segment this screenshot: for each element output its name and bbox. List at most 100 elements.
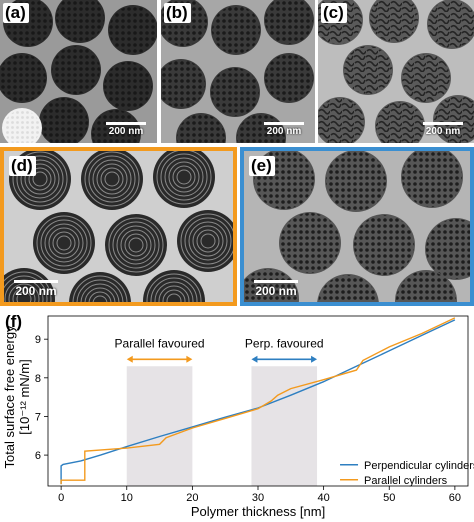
shaded-regions bbox=[126, 366, 318, 486]
micelle-ring bbox=[24, 163, 56, 195]
shaded-region bbox=[251, 366, 318, 486]
micelle-ring bbox=[180, 213, 233, 269]
micelle-disc bbox=[33, 212, 95, 274]
tem-image-c bbox=[318, 0, 474, 143]
micelle-ring bbox=[28, 167, 52, 191]
scale-bar: 200 nm bbox=[259, 122, 309, 137]
x-tick-label: 0 bbox=[58, 492, 64, 504]
micelle-disc bbox=[81, 151, 143, 210]
micelle-texture bbox=[92, 110, 140, 143]
y-tick-label: 8 bbox=[35, 373, 41, 385]
micelle-texture bbox=[265, 54, 313, 102]
micelle-texture bbox=[402, 54, 450, 102]
y-axis-label-line2: [10⁻¹² mN/m] bbox=[17, 359, 32, 434]
micelle-ring bbox=[158, 285, 190, 302]
tem-panel-a: (a) 200 nm bbox=[0, 0, 157, 143]
micelle-texture bbox=[40, 98, 88, 143]
micelle-ring bbox=[172, 165, 196, 189]
panel-label: (d) bbox=[9, 156, 36, 176]
x-tick-label: 60 bbox=[449, 492, 461, 504]
micelle-disc bbox=[69, 272, 131, 302]
micelle-ring bbox=[8, 283, 40, 302]
micelle-texture bbox=[104, 62, 152, 110]
micelle-texture bbox=[376, 102, 424, 143]
micelle-texture bbox=[354, 215, 414, 275]
legend: Perpendicular cylinders Parallel cylinder… bbox=[340, 460, 474, 487]
x-tick-label: 50 bbox=[383, 492, 395, 504]
micelle-ring bbox=[56, 235, 72, 251]
micelle-ring bbox=[124, 233, 148, 257]
micelle-ring bbox=[88, 155, 136, 203]
axis-ticks: 0 10 20 30 40 50 60 6 7 8 9 bbox=[35, 334, 461, 504]
micelle-texture bbox=[109, 6, 157, 54]
panel-label: (a) bbox=[3, 3, 29, 23]
arrow-head-left bbox=[251, 355, 258, 363]
micelle-ring bbox=[184, 217, 232, 265]
micelle-texture bbox=[318, 275, 378, 302]
micelle-texture bbox=[56, 0, 104, 42]
micelle-ring bbox=[162, 289, 186, 302]
arrow-head-left bbox=[126, 355, 133, 363]
panel-label: (c) bbox=[321, 3, 347, 23]
micelle-ring bbox=[154, 281, 194, 302]
tem-panel-b: (b) 200 nm bbox=[161, 0, 315, 143]
panel-label: (e) bbox=[249, 156, 275, 176]
micelle-ring bbox=[116, 225, 156, 265]
micelle-texture bbox=[426, 219, 470, 279]
micelle-ring bbox=[80, 283, 120, 302]
micelle-ring bbox=[168, 161, 200, 193]
micelle-ring bbox=[12, 287, 36, 302]
micelle-ring bbox=[84, 151, 140, 207]
micelle-ring bbox=[164, 157, 204, 197]
y-axis-label-line1: Total surface free energy bbox=[2, 325, 17, 469]
micelle-texture bbox=[0, 54, 46, 102]
micelle-texture bbox=[237, 114, 285, 143]
micelle-ring bbox=[188, 221, 228, 261]
micelle-ring bbox=[128, 237, 144, 253]
micelle-texture bbox=[177, 114, 225, 143]
micelle-ring bbox=[88, 291, 112, 302]
micelle-ring bbox=[16, 155, 64, 203]
micelle-texture bbox=[211, 68, 259, 116]
micelle-ring bbox=[16, 291, 32, 302]
micelle-ring bbox=[176, 169, 192, 185]
panel-label: (b) bbox=[164, 3, 191, 23]
panel-label-f: (f) bbox=[5, 312, 22, 331]
legend-entry: Parallel cylinders bbox=[364, 475, 448, 487]
micelle-ring bbox=[96, 163, 128, 195]
shaded-region bbox=[126, 366, 193, 486]
micelle-ring bbox=[150, 277, 198, 302]
series-line-1 bbox=[60, 317, 456, 485]
micelle-texture bbox=[244, 269, 298, 302]
arrow-head-right bbox=[186, 355, 193, 363]
micelle-ring bbox=[84, 287, 116, 302]
micelle-ring bbox=[40, 219, 88, 267]
micelle-ring bbox=[52, 231, 76, 255]
scale-bar: 200 nm bbox=[101, 122, 151, 137]
micelle-texture bbox=[428, 0, 474, 48]
micelle-ring bbox=[76, 279, 124, 302]
legend-entry: Perpendicular cylinders bbox=[364, 460, 474, 472]
micelle-ring bbox=[200, 233, 216, 249]
micelle-ring bbox=[4, 271, 52, 302]
tem-panel-c: (c) 200 nm bbox=[318, 0, 474, 143]
micelle-texture bbox=[402, 151, 462, 207]
tem-image-e bbox=[244, 151, 470, 302]
series-line-0 bbox=[60, 319, 456, 485]
micelle-ring bbox=[4, 275, 48, 302]
annotation-label: Perp. favoured bbox=[245, 337, 324, 351]
micelle-texture bbox=[212, 6, 260, 54]
micelle-ring bbox=[156, 151, 212, 205]
micelle-ring bbox=[192, 225, 224, 257]
micelle-texture bbox=[326, 151, 386, 211]
micelle-ring bbox=[100, 167, 124, 191]
tem-image-d bbox=[4, 151, 233, 302]
micelle-texture bbox=[161, 60, 205, 108]
micelle-disc bbox=[105, 214, 167, 276]
micelle-ring bbox=[72, 275, 128, 302]
surface-energy-chart: Parallel favoured Perp. favoured 0 10 20 30 4… bbox=[2, 312, 474, 519]
y-tick-label: 9 bbox=[35, 334, 41, 346]
micelle-ring bbox=[120, 229, 152, 261]
micelle-ring bbox=[146, 273, 202, 302]
micelle-ring bbox=[92, 295, 108, 302]
